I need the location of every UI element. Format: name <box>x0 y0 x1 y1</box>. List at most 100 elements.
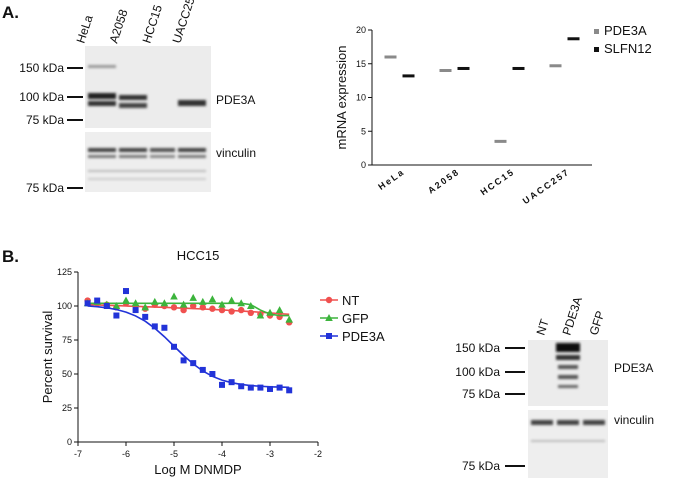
point <box>142 313 149 320</box>
y-tick-label: 15 <box>356 59 366 69</box>
marker-label: 100 kDa <box>19 90 64 104</box>
point <box>275 306 284 314</box>
x-tick-label: A2058 <box>426 166 462 195</box>
point <box>199 366 206 373</box>
dot <box>402 74 415 78</box>
lane-label: HeLa <box>74 13 96 45</box>
y-tick-label: 125 <box>57 267 72 277</box>
point <box>219 381 225 388</box>
x-tick-label: UACC257 <box>521 166 572 206</box>
point <box>267 385 273 392</box>
point <box>160 299 169 307</box>
point <box>237 299 245 307</box>
marker-label: 150 kDa <box>455 341 500 355</box>
x-tick-label: -5 <box>170 449 178 459</box>
dot <box>494 139 507 143</box>
y-axis-label: Percent survival <box>40 311 55 404</box>
legend-swatch <box>594 47 599 52</box>
x-tick-label: HCC15 <box>479 166 517 197</box>
point <box>257 384 264 391</box>
lane-label: HCC15 <box>140 3 166 45</box>
point <box>122 296 130 304</box>
y-tick-label: 0 <box>67 437 72 447</box>
point <box>208 295 217 303</box>
point <box>170 292 178 300</box>
y-tick-label: 20 <box>356 25 366 35</box>
point <box>228 379 235 386</box>
point <box>180 357 187 364</box>
legend-marker <box>326 333 332 339</box>
point <box>247 302 255 309</box>
bands <box>88 65 206 180</box>
lane-label: NT <box>534 317 552 337</box>
bands <box>531 343 605 442</box>
point <box>209 371 216 377</box>
legend-label: PDE3A <box>604 23 647 38</box>
point <box>266 308 274 316</box>
point <box>286 387 293 394</box>
fit-line <box>87 305 290 389</box>
point <box>276 384 283 391</box>
point <box>94 297 101 304</box>
blot-a: HeLa A2058 HCC15 UACC257 150 kDa 100 kDa… <box>19 0 256 195</box>
point <box>247 384 254 391</box>
legend-label: PDE3A <box>342 329 385 344</box>
legend-marker <box>325 314 333 321</box>
protein-label: PDE3A <box>216 93 255 107</box>
point <box>132 307 139 314</box>
point <box>180 306 187 314</box>
dot <box>384 55 397 59</box>
marker-label: 100 kDa <box>455 365 500 379</box>
point <box>84 300 91 307</box>
point <box>161 324 168 331</box>
panel-label: B. <box>2 247 19 266</box>
point <box>179 300 188 308</box>
point <box>123 288 129 295</box>
x-tick-label: -7 <box>74 449 82 459</box>
blot-membrane <box>85 132 211 192</box>
dot <box>457 66 470 70</box>
dot <box>567 37 580 41</box>
x-tick-label: -3 <box>266 449 274 459</box>
point <box>199 304 206 311</box>
marker-label: 150 kDa <box>19 61 64 75</box>
protein-label: vinculin <box>614 413 654 427</box>
blot-b: NT PDE3A GFP 150 kDa 100 kDa 75 kDa 75 k… <box>455 295 654 478</box>
marker-label: 75 kDa <box>462 387 500 401</box>
point <box>285 315 293 323</box>
blot-membrane <box>85 46 211 128</box>
point <box>247 309 254 316</box>
y-axis-label: mRNA expression <box>334 45 349 149</box>
lane-label: GFP <box>587 309 608 337</box>
legend-swatch <box>594 29 599 34</box>
point <box>209 305 216 312</box>
point <box>113 312 120 319</box>
protein-label: PDE3A <box>614 361 653 375</box>
x-tick-label: -6 <box>122 449 130 459</box>
y-tick-label: 75 <box>62 335 72 345</box>
x-tick-label: HeLa <box>376 166 406 191</box>
point <box>170 304 178 311</box>
point <box>218 300 226 308</box>
x-tick-label: -4 <box>218 449 226 459</box>
y-tick-label: 25 <box>62 403 72 413</box>
dot <box>512 66 525 70</box>
point <box>218 306 226 314</box>
point <box>151 323 158 330</box>
legend-label: GFP <box>342 311 369 326</box>
point <box>199 297 207 305</box>
point <box>190 360 197 367</box>
fit-line <box>87 302 290 317</box>
y-tick-label: 50 <box>62 369 72 379</box>
x-tick-label: -2 <box>314 449 322 459</box>
point <box>256 311 265 319</box>
lane-label: PDE3A <box>560 295 585 337</box>
marker-label: 75 kDa <box>462 459 500 473</box>
point <box>151 297 159 305</box>
marker-label: 75 kDa <box>26 113 64 127</box>
y-tick-label: 100 <box>57 301 72 311</box>
point <box>141 303 149 311</box>
legend-label: SLFN12 <box>604 41 652 56</box>
point <box>190 302 197 310</box>
